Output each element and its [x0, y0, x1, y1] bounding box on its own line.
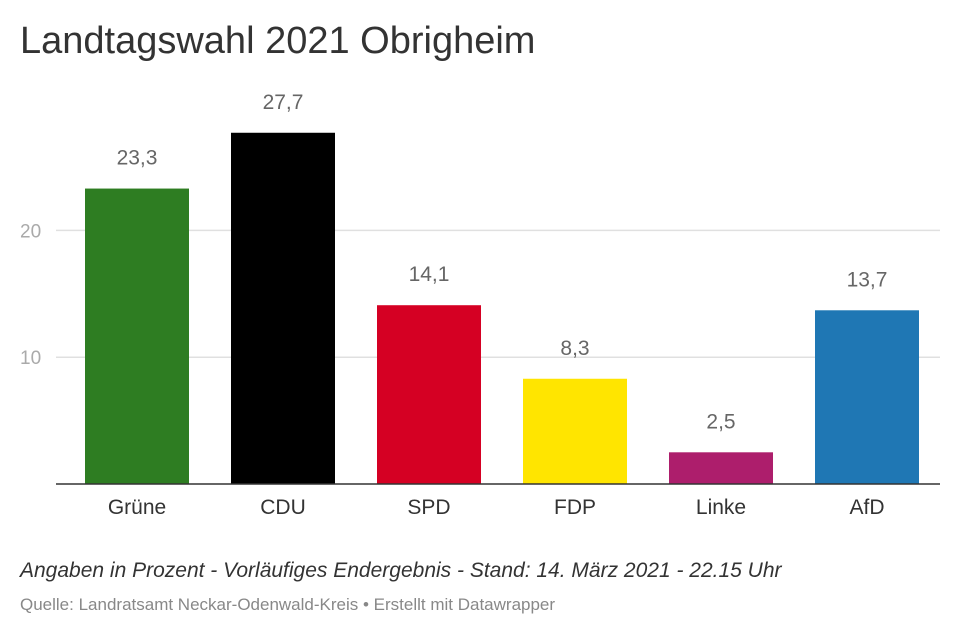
bar-cdu: [231, 132, 335, 484]
chart-source: Quelle: Landratsamt Neckar-Odenwald-Krei…: [20, 595, 556, 614]
category-label-linke: Linke: [696, 496, 746, 519]
category-label-cdu: CDU: [260, 496, 306, 519]
value-label-cdu: 27,7: [263, 91, 304, 114]
gridlines: 10 20: [20, 221, 940, 369]
category-label-grüne: Grüne: [108, 496, 166, 519]
value-labels: 23,3 27,7 14,1 8,3 2,5 13,7: [117, 91, 888, 434]
bar-afd: [815, 310, 919, 484]
category-label-afd: AfD: [849, 496, 884, 519]
category-label-fdp: FDP: [554, 496, 596, 519]
bar-chart: 10 20 23,3 27,7 14,1 8,3 2,5 13,7 Grüne CDU SPD F…: [20, 91, 940, 519]
chart-notes: Angaben in Prozent - Vorläufiges Enderge…: [20, 559, 782, 582]
bar-grüne: [85, 188, 189, 484]
y-tick-label: 10: [20, 348, 41, 369]
bars: [85, 132, 919, 484]
bar-spd: [377, 305, 481, 484]
value-label-spd: 14,1: [409, 263, 450, 286]
bar-linke: [669, 452, 773, 484]
x-axis: Grüne CDU SPD FDP Linke AfD: [56, 483, 940, 519]
y-tick-label: 20: [20, 221, 41, 242]
chart-title: Landtagswahl 2021 Obrigheim: [20, 20, 536, 62]
bar-fdp: [523, 378, 627, 484]
value-label-linke: 2,5: [706, 410, 735, 433]
category-label-spd: SPD: [407, 496, 450, 519]
value-label-grüne: 23,3: [117, 147, 158, 170]
value-label-afd: 13,7: [847, 268, 888, 291]
value-label-fdp: 8,3: [560, 337, 589, 360]
